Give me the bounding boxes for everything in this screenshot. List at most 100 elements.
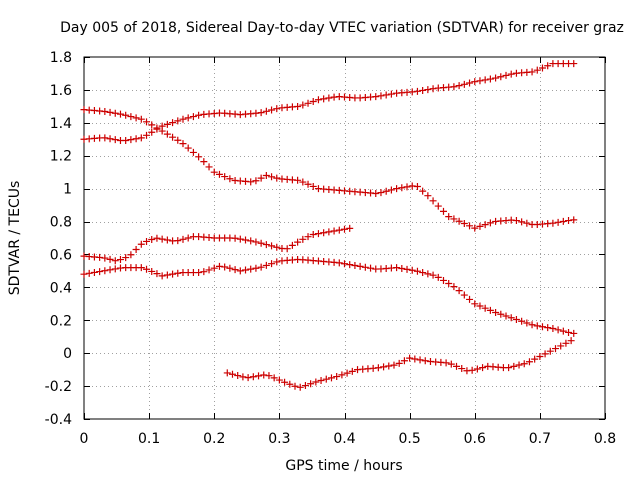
data-point — [228, 370, 236, 378]
y-tick-label: 1.8 — [50, 50, 72, 66]
data-point — [546, 347, 554, 355]
data-point — [473, 365, 481, 373]
x-tick-label: 0.2 — [203, 431, 225, 447]
data-point — [455, 287, 463, 295]
data-point — [148, 128, 156, 136]
data-point — [158, 127, 166, 135]
data-point — [507, 314, 515, 322]
data-point — [179, 115, 187, 123]
data-point — [393, 264, 401, 272]
data-point — [338, 371, 346, 379]
data-point — [552, 345, 560, 353]
data-point — [413, 87, 421, 95]
data-point — [143, 118, 151, 126]
data-point — [341, 225, 348, 233]
data-point — [416, 356, 424, 364]
data-point — [184, 144, 192, 152]
data-point — [221, 173, 229, 181]
x-tick-label: 0.3 — [268, 431, 290, 447]
data-point — [148, 235, 156, 243]
data-point — [458, 365, 466, 373]
data-point — [288, 241, 296, 249]
series-satellite-e — [223, 337, 575, 391]
data-point — [304, 180, 312, 188]
data-point — [169, 270, 177, 278]
data-point — [304, 99, 312, 107]
data-point — [312, 378, 320, 386]
data-point — [255, 372, 263, 380]
data-point — [200, 158, 208, 166]
data-point — [262, 261, 270, 269]
data-point — [236, 267, 244, 275]
data-point — [335, 259, 343, 267]
data-point — [314, 96, 322, 104]
data-point — [541, 350, 549, 358]
data-point — [320, 95, 328, 103]
data-point — [348, 367, 356, 375]
data-point — [395, 359, 403, 367]
data-point — [372, 189, 380, 197]
data-point — [565, 217, 573, 225]
data-point — [252, 177, 260, 185]
data-point — [242, 266, 250, 274]
data-point — [158, 272, 166, 280]
data-point — [210, 264, 218, 272]
data-point — [239, 373, 247, 381]
data-point — [567, 337, 575, 345]
data-point — [419, 269, 427, 277]
data-point — [106, 108, 114, 116]
data-point — [333, 373, 341, 381]
data-point — [96, 253, 104, 261]
data-point — [268, 173, 276, 181]
data-point — [528, 321, 536, 329]
data-point — [270, 374, 278, 382]
data-point — [549, 325, 557, 332]
data-point — [200, 268, 208, 276]
data-point — [557, 342, 565, 350]
data-point — [247, 237, 255, 245]
data-point — [137, 240, 145, 248]
data-point — [481, 221, 489, 229]
data-point — [223, 369, 231, 377]
data-point — [137, 264, 145, 272]
data-point — [549, 219, 557, 227]
data-point — [419, 86, 427, 94]
y-tick-label: -0.4 — [45, 412, 72, 428]
data-point — [122, 136, 130, 144]
data-point — [554, 326, 562, 334]
data-point — [476, 222, 484, 230]
data-point — [429, 197, 437, 205]
data-point — [106, 255, 114, 263]
data-point — [400, 357, 408, 365]
data-point — [559, 327, 567, 335]
data-point — [450, 83, 458, 91]
data-point — [96, 268, 104, 276]
data-point — [502, 71, 510, 79]
data-point — [174, 117, 182, 125]
data-point — [247, 265, 255, 273]
data-point — [327, 374, 335, 382]
data-point — [262, 241, 270, 249]
data-point — [116, 110, 124, 118]
data-point — [398, 264, 406, 272]
data-point — [374, 364, 382, 372]
data-point — [309, 230, 317, 238]
data-point — [111, 265, 119, 273]
data-point — [520, 360, 528, 368]
data-point — [377, 189, 385, 197]
data-point — [205, 163, 213, 171]
data-point — [523, 219, 531, 227]
data-point — [169, 133, 177, 141]
x-tick-label: 0.7 — [529, 431, 551, 447]
data-point — [153, 124, 161, 132]
data-point — [367, 264, 375, 272]
data-point — [471, 224, 479, 232]
data-point — [257, 263, 265, 271]
data-point — [317, 376, 325, 384]
data-point — [515, 361, 523, 369]
data-point — [294, 176, 302, 184]
data-point — [179, 140, 187, 148]
data-point — [111, 109, 119, 117]
data-point — [419, 187, 427, 195]
data-point — [570, 60, 578, 68]
